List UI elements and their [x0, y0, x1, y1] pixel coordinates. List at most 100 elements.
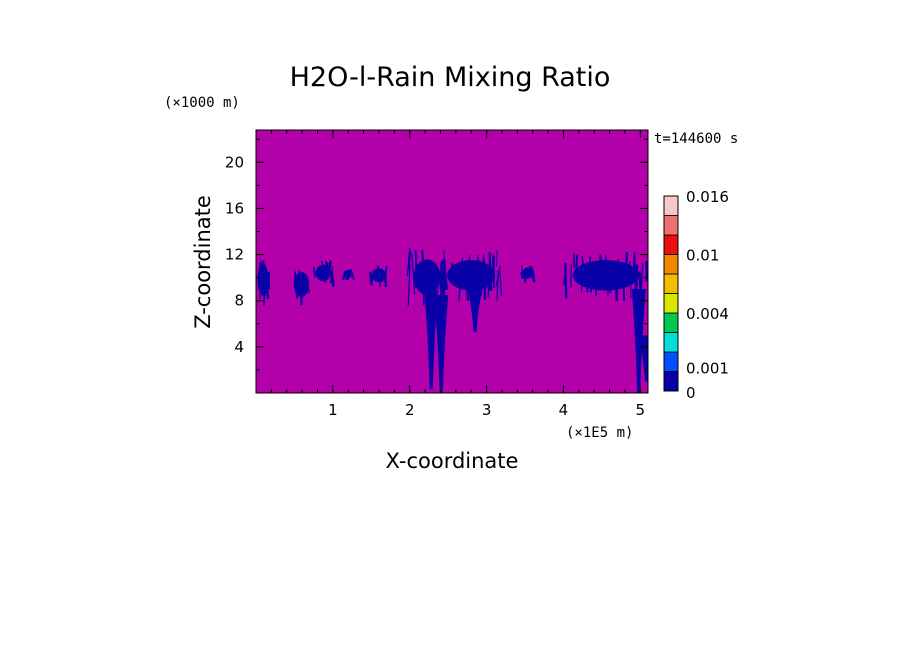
colorbar-label: 0.004: [686, 305, 729, 323]
field-streak: [259, 262, 264, 286]
field-streak: [619, 264, 625, 282]
field-streak: [461, 257, 464, 277]
heatmap-field: [256, 247, 648, 393]
field-streak: [522, 270, 527, 283]
field-streak: [563, 269, 567, 286]
colorbar-bin: [663, 351, 679, 372]
field-streak: [408, 251, 412, 269]
field-streak: [406, 247, 411, 276]
colorbar-label: 0: [686, 384, 696, 402]
field-streak: [439, 260, 444, 290]
field-streak: [369, 271, 373, 286]
field-streak: [341, 270, 347, 281]
field-streak: [498, 266, 503, 296]
x-tick-label: 1: [328, 401, 338, 419]
field-streak: [374, 269, 378, 278]
field-streak: [301, 271, 305, 287]
field-streak: [575, 254, 579, 271]
field-streak: [346, 272, 350, 281]
field-streak: [584, 272, 589, 287]
y-tick-label: 12: [225, 246, 244, 264]
field-streak: [306, 280, 310, 294]
field-streak: [495, 249, 498, 267]
y-axis-ticks: 4 8 12 16 20: [225, 138, 648, 371]
field-streak: [295, 273, 300, 299]
field-streak: [312, 266, 317, 278]
field-streak: [625, 271, 629, 287]
field-streak: [466, 255, 471, 270]
x-tick-label: 5: [636, 401, 646, 419]
colorbar-bin: [663, 371, 679, 392]
colorbar-bin: [663, 332, 679, 353]
x-scale-label: (×1E5 m): [566, 425, 633, 441]
field-streak: [264, 267, 270, 299]
colorbar-frame: [663, 195, 679, 392]
field-streak: [411, 253, 416, 295]
plot-area: [255, 129, 649, 394]
colorbar-bin: [663, 254, 679, 275]
field-streak: [383, 273, 388, 287]
field-plume: [434, 294, 449, 393]
field-streak: [584, 263, 589, 293]
y-tick-label: 20: [225, 153, 244, 171]
field-streak: [450, 263, 456, 283]
field-streak: [606, 263, 609, 297]
plot-frame: [255, 129, 649, 394]
y-tick-label: 8: [234, 292, 244, 310]
field-streak: [425, 273, 428, 292]
field-plume: [631, 289, 646, 393]
field-streak: [295, 274, 298, 294]
field-streak: [421, 249, 426, 276]
y-tick-label: 4: [234, 338, 244, 356]
field-streak: [330, 266, 333, 284]
colorbar-bin: [663, 293, 679, 314]
colorbar-label: 0.01: [686, 247, 719, 265]
field-streak: [615, 267, 620, 281]
colorbar-label: 0.001: [686, 360, 729, 378]
x-tick-label: 2: [405, 401, 415, 419]
field-streak: [293, 271, 297, 289]
field-plume: [424, 289, 439, 390]
x-axis-ticks: 1 2 3 4 5: [270, 130, 646, 419]
colorbar-bin: [663, 215, 679, 236]
colorbar-bin: [663, 312, 679, 333]
colorbar-bin: [663, 195, 679, 216]
time-label: t=144600 s: [654, 131, 738, 147]
field-plume: [468, 289, 483, 332]
colorbar-bin: [663, 273, 679, 294]
field-streak: [326, 260, 333, 276]
y-tick-label: 16: [225, 199, 244, 217]
colorbar-label: 0.016: [686, 188, 729, 206]
field-streak: [625, 251, 628, 273]
field-streak: [633, 251, 637, 274]
field-streak: [496, 269, 499, 301]
field-streak: [465, 269, 470, 301]
field-streak: [608, 271, 614, 294]
field-streak: [520, 265, 524, 278]
field-streak: [325, 270, 329, 279]
field-streak: [300, 276, 303, 306]
field-streak: [527, 266, 532, 279]
chart-title: H2O-l-Rain Mixing Ratio: [290, 62, 611, 93]
field-streak: [604, 255, 609, 288]
field-streak: [520, 271, 524, 279]
field-streak: [414, 249, 418, 274]
field-streak: [531, 270, 536, 283]
x-tick-label: 4: [559, 401, 569, 419]
colorbar-bin: [663, 234, 679, 255]
field-streak: [458, 265, 462, 301]
field-streak: [303, 280, 308, 293]
colorbar: 0 0.001 0.004 0.01 0.016: [663, 188, 729, 402]
field-streak: [490, 254, 494, 288]
y-axis-label: Z-coordinate: [191, 195, 215, 329]
field-streak: [588, 256, 592, 272]
field-streak: [581, 256, 585, 273]
field-streak: [629, 261, 632, 299]
field-streak: [564, 263, 568, 299]
field-streak: [378, 271, 382, 283]
field-streak: [351, 272, 355, 281]
field-streak: [320, 260, 326, 270]
x-tick-label: 3: [482, 401, 492, 419]
field-streak: [482, 258, 488, 289]
